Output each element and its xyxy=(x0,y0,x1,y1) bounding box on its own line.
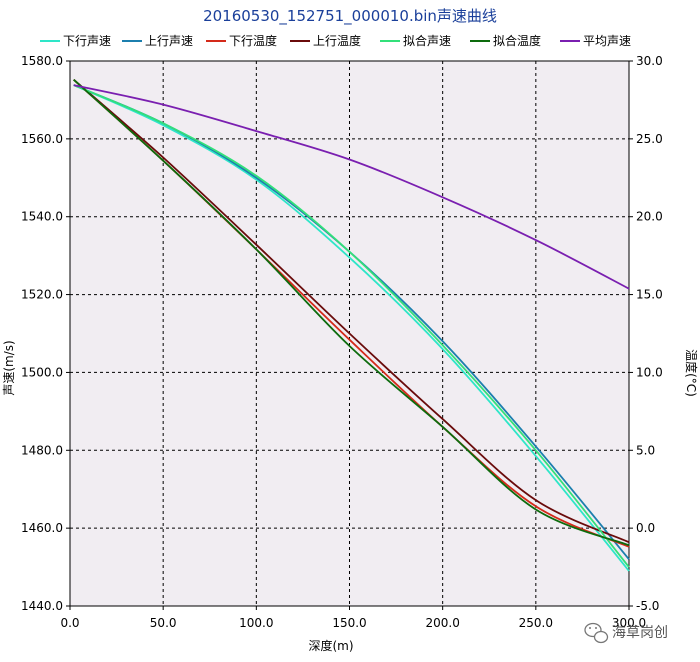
y-right-tick-label: -5.0 xyxy=(636,599,659,613)
series-line-6 xyxy=(73,79,630,547)
legend-label: 上行温度 xyxy=(313,33,361,48)
chart-title: 20160530_152751_000010.bin声速曲线 xyxy=(203,7,497,26)
legend: 下行声速 上行声速 下行温度 上行温度 拟合声速 拟合温度 平均声速 xyxy=(40,33,631,48)
series-line-5 xyxy=(73,84,630,568)
y-left-tick-label: 1520.0 xyxy=(21,288,63,302)
series-line-7 xyxy=(73,84,630,290)
legend-item: 下行温度 xyxy=(206,33,277,48)
x-axis-label: 深度(m) xyxy=(308,638,353,653)
y-left-tick-label: 1480.0 xyxy=(21,443,63,457)
legend-label: 拟合声速 xyxy=(403,33,451,48)
y-left-tick-label: 1560.0 xyxy=(21,132,63,146)
y-right-tick-label: 20.0 xyxy=(636,210,663,224)
x-tick-label: 0.0 xyxy=(60,616,79,630)
legend-label: 下行声速 xyxy=(63,34,111,48)
x-tick-label: 250.0 xyxy=(519,616,553,630)
series-line-1 xyxy=(73,84,630,572)
x-tick-label: 200.0 xyxy=(425,616,459,630)
y-left-tick-label: 1540.0 xyxy=(21,210,63,224)
y-right-tick-label: 25.0 xyxy=(636,132,663,146)
x-tick-label: 150.0 xyxy=(332,616,366,630)
wechat-logo-icon xyxy=(584,622,609,644)
y-right-tick-label: 10.0 xyxy=(636,365,663,379)
legend-item: 上行温度 xyxy=(290,33,361,48)
y-left-tick-label: 1580.0 xyxy=(21,54,63,68)
y-left-tick-label: 1500.0 xyxy=(21,365,63,379)
legend-label: 下行温度 xyxy=(229,33,277,48)
legend-item: 拟合温度 xyxy=(470,33,541,48)
watermark-text: 海草岗创 xyxy=(612,625,668,641)
legend-item: 上行声速 xyxy=(122,34,193,48)
y-right-tick-label: 0.0 xyxy=(636,521,655,535)
legend-item: 平均声速 xyxy=(560,34,631,48)
y-right-axis-label: 温度(°C) xyxy=(684,349,699,397)
y-left-tick-label: 1460.0 xyxy=(21,521,63,535)
watermark: 海草岗创 xyxy=(584,622,668,644)
y-right-tick-label: 5.0 xyxy=(636,443,655,457)
y-left-axis-ticks: 1440.0 1460.0 1480.0 1500.0 1520.0 1540.0 1560… xyxy=(21,54,70,613)
y-left-tick-label: 1440.0 xyxy=(21,599,63,613)
x-tick-label: 100.0 xyxy=(239,616,273,630)
y-right-axis-ticks: -5.0 0.0 5.0 10.0 15.0 20.0 25.0 30.0 xyxy=(629,54,663,613)
legend-item: 拟合声速 xyxy=(380,33,451,48)
x-axis-ticks: 0.0 50.0 100.0 150.0 200.0 250.0 300.0 xyxy=(60,606,646,630)
series-line-4 xyxy=(73,79,630,544)
y-right-tick-label: 15.0 xyxy=(636,288,663,302)
y-left-axis-label: 声速(m/s) xyxy=(2,340,16,395)
legend-label: 平均声速 xyxy=(583,34,631,48)
legend-item: 下行声速 xyxy=(40,34,111,48)
y-right-tick-label: 30.0 xyxy=(636,54,663,68)
x-tick-label: 50.0 xyxy=(150,616,177,630)
legend-label: 拟合温度 xyxy=(493,33,541,48)
x-tick-label: 300.0 xyxy=(612,616,646,630)
legend-label: 上行声速 xyxy=(145,34,193,48)
series-group xyxy=(73,79,630,572)
